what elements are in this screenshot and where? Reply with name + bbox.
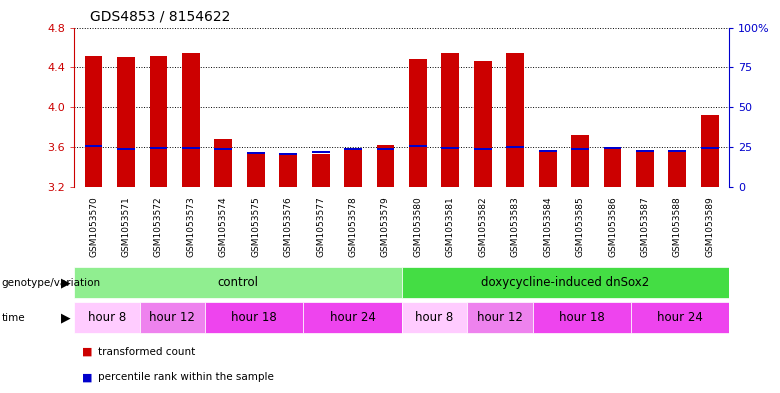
Text: hour 8: hour 8 [87,311,126,325]
Bar [636,150,654,152]
Text: hour 12: hour 12 [150,311,195,325]
Bar [506,146,524,149]
Bar [409,145,427,147]
Text: hour 18: hour 18 [559,311,604,325]
Bar [303,303,402,333]
Bar [85,55,102,187]
Text: GSM1053571: GSM1053571 [122,196,130,257]
Text: GSM1053583: GSM1053583 [511,196,519,257]
Bar [631,303,729,333]
Text: GSM1053575: GSM1053575 [251,196,261,257]
Bar [74,303,140,333]
Bar [279,153,297,156]
Bar [571,136,589,187]
Bar [74,267,402,298]
Bar [215,148,232,151]
Text: GSM1053589: GSM1053589 [705,196,714,257]
Text: GSM1053570: GSM1053570 [89,196,98,257]
Text: control: control [218,276,258,289]
Bar [636,151,654,187]
Bar [377,145,395,187]
Text: hour 24: hour 24 [658,311,703,325]
Bar [117,148,135,151]
Text: GSM1053580: GSM1053580 [413,196,423,257]
Bar [668,150,686,152]
Text: GSM1053576: GSM1053576 [284,196,292,257]
Bar [402,267,729,298]
Text: hour 12: hour 12 [477,311,523,325]
Text: GDS4853 / 8154622: GDS4853 / 8154622 [90,9,230,24]
Text: transformed count: transformed count [98,347,195,357]
Bar [344,149,362,187]
Text: GSM1053573: GSM1053573 [186,196,195,257]
Text: hour 24: hour 24 [330,311,375,325]
Bar [604,147,622,187]
Bar [182,53,200,187]
Bar [246,154,264,187]
Text: GSM1053582: GSM1053582 [478,196,488,257]
Text: genotype/variation: genotype/variation [2,277,101,288]
Text: GSM1053586: GSM1053586 [608,196,617,257]
Text: ■: ■ [82,347,92,357]
Bar [117,57,135,187]
Bar [150,147,168,149]
Bar [701,147,718,149]
Bar [506,53,524,187]
Bar [215,140,232,187]
Text: GSM1053585: GSM1053585 [576,196,584,257]
Bar [533,303,631,333]
Bar [467,303,533,333]
Bar [571,148,589,151]
Bar [474,61,491,187]
Text: ▶: ▶ [61,311,70,325]
Bar [441,147,459,149]
Bar [344,148,362,151]
Bar [312,154,329,187]
Text: GSM1053581: GSM1053581 [446,196,455,257]
Bar [140,303,205,333]
Text: GSM1053587: GSM1053587 [640,196,650,257]
Bar [182,147,200,149]
Text: GSM1053572: GSM1053572 [154,196,163,257]
Text: GSM1053574: GSM1053574 [219,196,228,257]
Bar [279,154,297,187]
Bar [312,151,329,154]
Bar [539,150,557,152]
Text: percentile rank within the sample: percentile rank within the sample [98,372,273,382]
Bar [402,303,467,333]
Bar [701,116,718,187]
Text: GSM1053577: GSM1053577 [316,196,325,257]
Text: doxycycline-induced dnSox2: doxycycline-induced dnSox2 [481,276,650,289]
Text: GSM1053578: GSM1053578 [349,196,357,257]
Text: hour 8: hour 8 [415,311,454,325]
Text: ▶: ▶ [61,276,70,289]
Text: hour 18: hour 18 [232,311,277,325]
Bar [539,151,557,187]
Bar [205,303,303,333]
Bar [85,145,102,147]
Bar [377,148,395,151]
Bar [474,148,491,151]
Text: GSM1053584: GSM1053584 [543,196,552,257]
Text: time: time [2,313,25,323]
Bar [604,147,622,149]
Bar [668,151,686,187]
Bar [441,53,459,187]
Text: ■: ■ [82,372,92,382]
Text: GSM1053579: GSM1053579 [381,196,390,257]
Text: GSM1053588: GSM1053588 [673,196,682,257]
Bar [409,59,427,187]
Bar [150,55,168,187]
Bar [246,152,264,154]
